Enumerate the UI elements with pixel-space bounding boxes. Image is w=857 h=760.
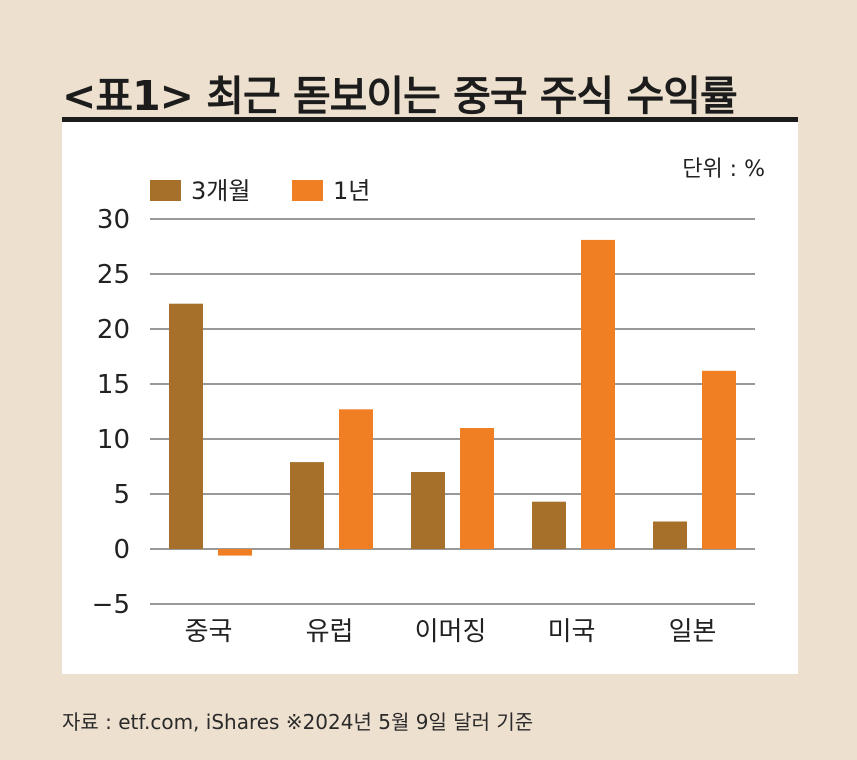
- legend-label: 1년: [333, 177, 370, 205]
- x-tick-label: 일본: [669, 617, 717, 647]
- legend-swatch: [292, 180, 323, 201]
- legend-swatch: [150, 180, 181, 201]
- y-tick-label: 30: [97, 205, 130, 235]
- source-note: 자료 : etf.com, iShares ※2024년 5월 9일 달러 기준: [62, 710, 534, 734]
- y-tick-label: 10: [97, 425, 130, 455]
- chart-title: <표1> 최근 돋보이는 중국 주식 수익률: [62, 72, 738, 120]
- legend-label: 3개월: [191, 177, 250, 205]
- y-tick-label: 25: [97, 260, 130, 290]
- y-tick-label: 0: [113, 535, 130, 565]
- bar-1y-3: [581, 239, 615, 549]
- bar-1y-2: [460, 428, 494, 549]
- x-tick-labels: 중국 유럽 이머징 미국 일본: [185, 617, 717, 647]
- bar-3m-2: [411, 472, 445, 549]
- unit-label: 단위 : %: [682, 157, 765, 182]
- y-tick-label: 5: [113, 480, 130, 510]
- y-tick-label: −5: [92, 590, 130, 620]
- x-tick-label: 미국: [548, 617, 596, 647]
- x-tick-label: 이머징: [415, 617, 487, 647]
- title-rule: [62, 117, 798, 122]
- bar-3m-3: [532, 501, 566, 549]
- y-tick-label: 20: [97, 315, 130, 345]
- x-tick-label: 중국: [185, 617, 233, 647]
- legend: 3개월 1년: [150, 177, 370, 205]
- bars: [169, 239, 736, 556]
- bar-3m-4: [653, 521, 687, 549]
- x-tick-label: 유럽: [306, 617, 354, 647]
- bar-3m-1: [290, 462, 324, 549]
- y-tick-labels: 30 25 20 15 10 5 0 −5: [92, 205, 130, 620]
- bar-1y-0: [218, 549, 252, 556]
- bar-1y-4: [702, 370, 736, 549]
- bar-1y-1: [339, 409, 373, 549]
- y-tick-label: 15: [97, 370, 130, 400]
- bar-3m-0: [169, 303, 203, 549]
